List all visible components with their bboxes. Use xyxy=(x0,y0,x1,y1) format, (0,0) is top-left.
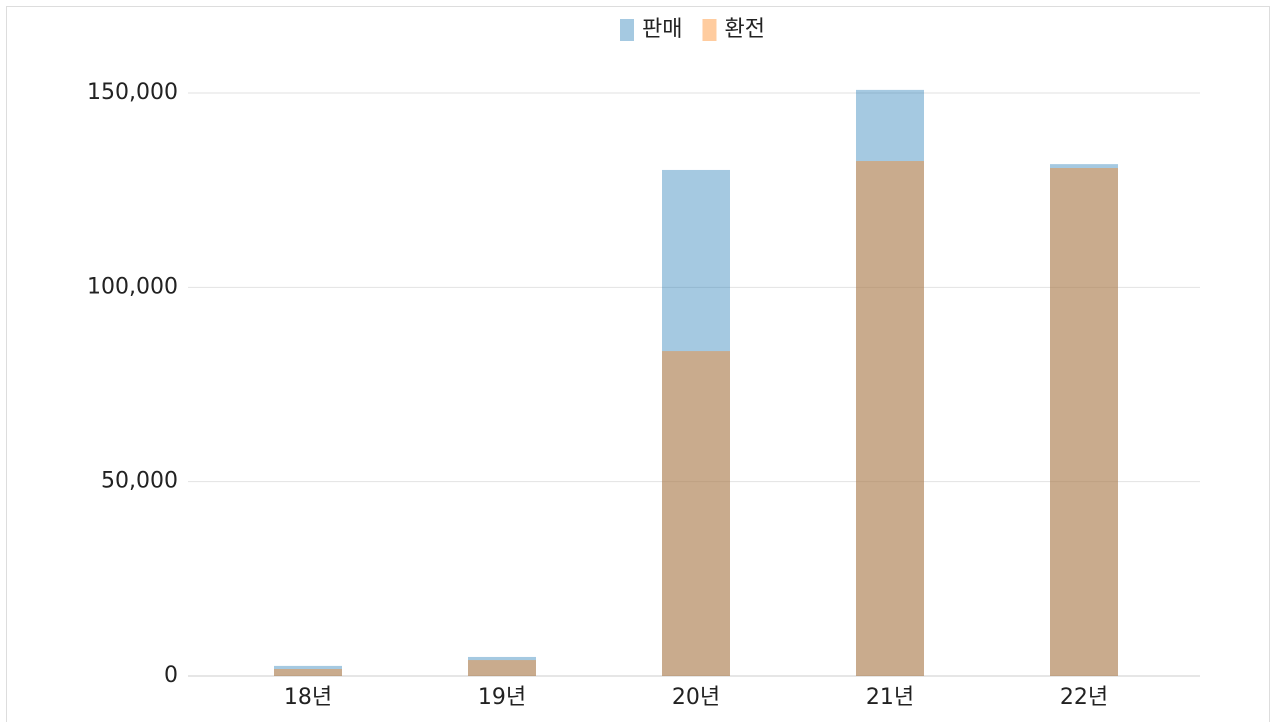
bar xyxy=(274,669,342,676)
x-tick-label: 20년 xyxy=(672,685,720,710)
bar xyxy=(856,161,924,676)
y-tick-label: 150,000 xyxy=(87,80,178,105)
legend-swatch xyxy=(620,19,634,41)
bar xyxy=(468,660,536,676)
legend-label: 판매 xyxy=(642,17,682,42)
bar xyxy=(274,665,342,676)
y-tick-label: 50,000 xyxy=(101,469,178,494)
x-tick-label: 19년 xyxy=(478,685,526,710)
y-tick-label: 0 xyxy=(164,663,178,688)
bar xyxy=(468,656,536,676)
x-tick-label: 21년 xyxy=(866,685,914,710)
x-tick-label: 18년 xyxy=(284,685,332,710)
y-tick-label: 100,000 xyxy=(87,274,178,299)
bar xyxy=(856,89,924,676)
bar xyxy=(662,169,730,676)
bar xyxy=(662,351,730,676)
bar xyxy=(1050,168,1118,676)
legend-label: 환전 xyxy=(724,17,764,42)
frame xyxy=(6,6,1270,722)
x-tick-label: 22년 xyxy=(1060,685,1108,710)
bar xyxy=(1050,164,1118,676)
legend-swatch xyxy=(702,19,717,41)
